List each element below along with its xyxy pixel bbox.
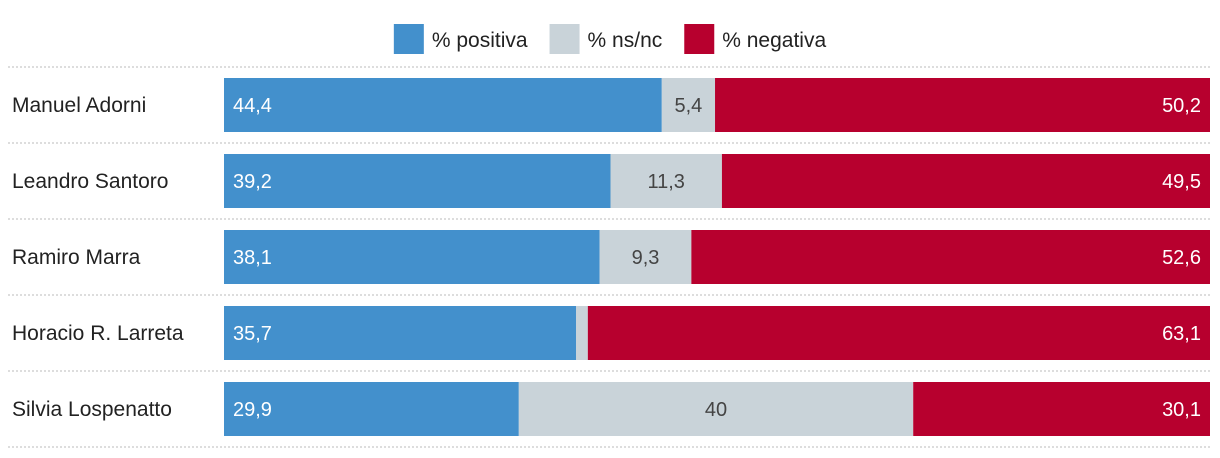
data-label: 50,2 [1162,95,1201,117]
data-label: 11,3 [647,171,684,193]
bar-row-horacio-r-larreta: Horacio R. Larreta 35,7 63,1 [12,306,1210,360]
data-label: 39,2 [233,171,272,193]
category-label: Leandro Santoro [12,170,168,193]
legend-label-ns-nc: % ns/nc [588,29,663,52]
data-label: 5,4 [674,95,702,117]
data-label: 40 [705,399,727,421]
legend-swatch-negativa [684,24,715,54]
bar-segment-ns-nc [610,154,722,208]
data-label: 35,7 [233,323,272,345]
data-label: 63,1 [1162,323,1201,345]
bar-row-leandro-santoro: Leandro Santoro 39,2 11,3 49,5 [12,154,1210,208]
bar-segment-negativa [587,306,1210,360]
data-label: 9,3 [632,247,660,269]
data-label: 44,4 [233,95,272,117]
bar-segment-ns-nc [576,306,588,360]
bar-segment-ns-nc [599,230,692,284]
chart-rows: Manuel Adorni 44,4 5,4 50,2 Leandro Santoro 3… [12,78,1210,436]
bar-segment-positiva [224,78,662,132]
bar-row-ramiro-marra: Ramiro Marra 38,1 9,3 52,6 [12,230,1210,284]
bar-segment-positiva [224,306,577,360]
bar-segment-positiva [224,230,600,284]
row-separators [8,66,1212,448]
category-label: Ramiro Marra [12,246,141,269]
bar-segment-ns-nc [518,382,914,436]
bar-row-manuel-adorni: Manuel Adorni 44,4 5,4 50,2 [12,78,1210,132]
data-label: 49,5 [1162,171,1201,193]
data-label: 38,1 [233,247,272,269]
bar-segment-negativa [721,154,1210,208]
legend-swatch-ns-nc [549,24,580,54]
data-label: 29,9 [233,399,272,421]
data-label: 30,1 [1162,399,1201,421]
category-label: Manuel Adorni [12,94,146,117]
legend-swatch-positiva [393,24,424,54]
bar-segment-negativa [691,230,1210,284]
bar-segment-positiva [224,382,519,436]
legend-label-positiva: % positiva [432,29,528,52]
bar-segment-ns-nc [661,78,716,132]
bar-segment-positiva [224,154,611,208]
legend-label-negativa: % negativa [722,29,826,52]
legend: % positiva % ns/nc % negativa [393,24,826,54]
category-label: Horacio R. Larreta [12,322,184,345]
data-label: 52,6 [1162,247,1201,269]
category-label: Silvia Lospenatto [12,398,172,421]
bar-segment-negativa [913,382,1210,436]
bar-row-silvia-lospenatto: Silvia Lospenatto 29,9 40 30,1 [12,382,1210,436]
bar-segment-negativa [715,78,1210,132]
